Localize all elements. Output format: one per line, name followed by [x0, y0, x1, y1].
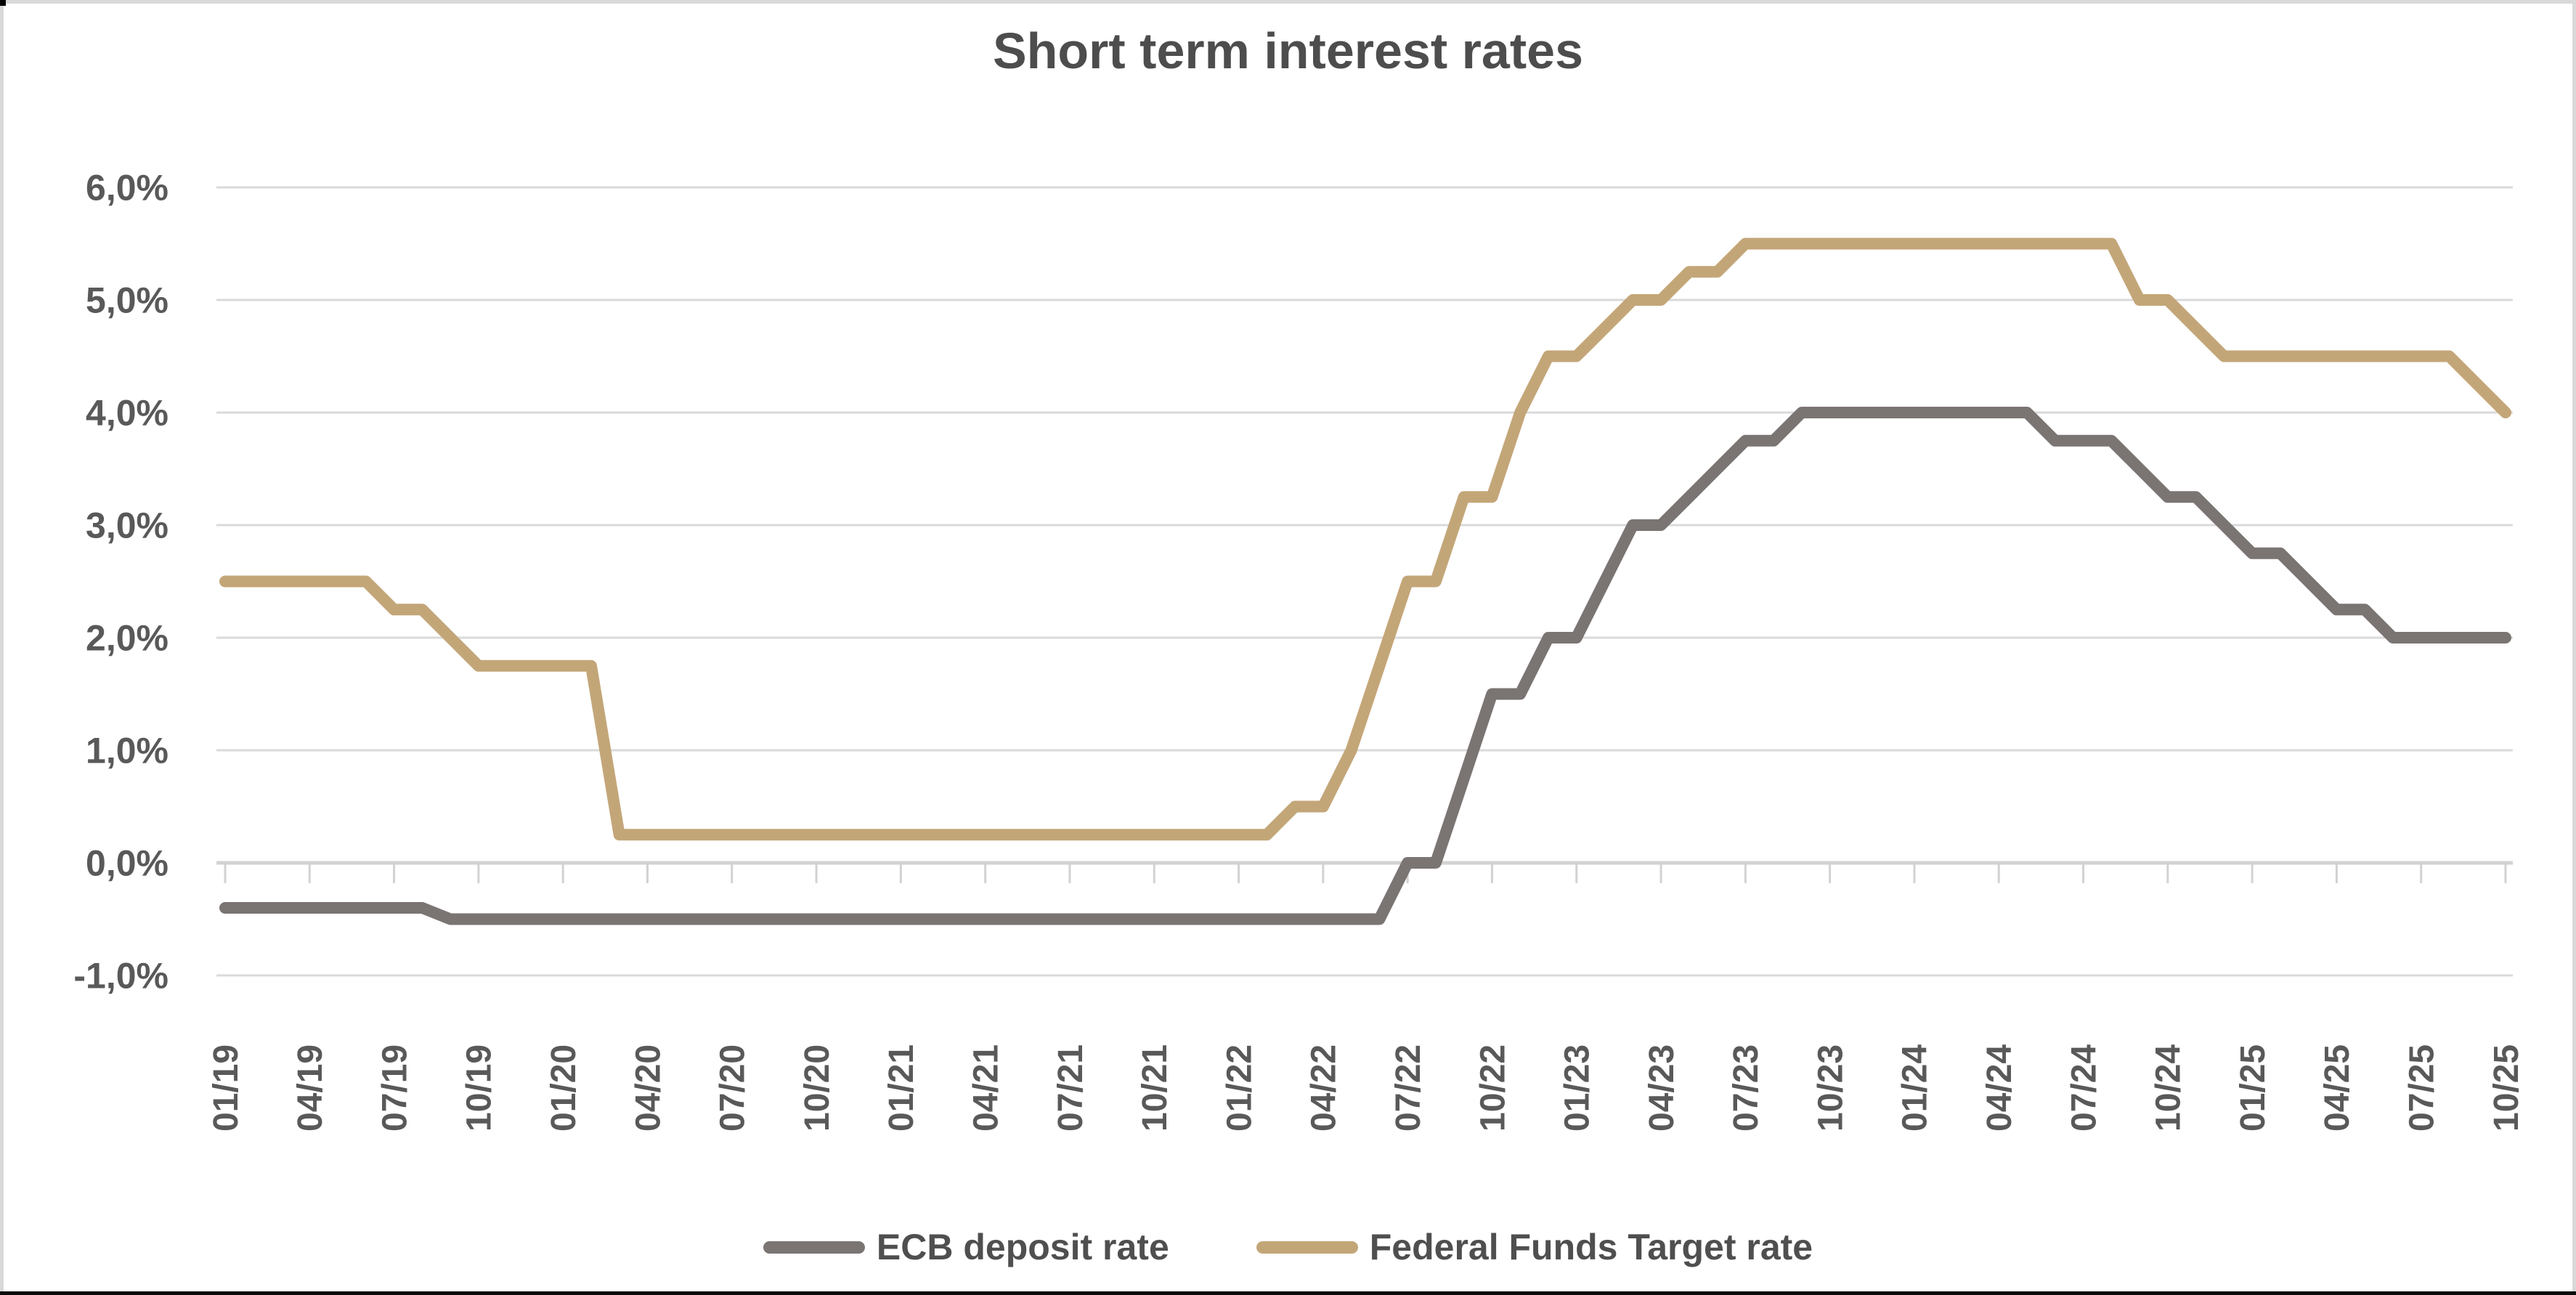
x-axis-label: 01/22 — [1220, 1044, 1259, 1132]
x-axis-label: 10/20 — [798, 1044, 837, 1132]
y-axis-label: 6,0% — [86, 168, 168, 208]
y-axis-label: 1,0% — [86, 731, 168, 771]
x-axis-label: 07/20 — [714, 1044, 752, 1132]
x-axis-label: 07/22 — [1389, 1044, 1428, 1132]
x-axis-label: 10/23 — [1811, 1044, 1850, 1132]
series-line-ecb — [219, 407, 2511, 925]
x-axis-label: 04/25 — [2318, 1044, 2357, 1132]
x-axis-label: 07/21 — [1052, 1044, 1090, 1132]
x-axis-label: 04/24 — [1980, 1044, 2019, 1132]
y-axis-label: 4,0% — [86, 393, 168, 434]
series-line-fed — [219, 238, 2511, 841]
x-axis-label: 07/19 — [375, 1044, 414, 1132]
x-axis-label: 10/24 — [2150, 1044, 2188, 1132]
legend-label-ecb: ECB deposit rate — [876, 1227, 1169, 1267]
screenshot-corner-artifact — [0, 0, 6, 6]
x-axis-label: 07/23 — [1727, 1044, 1766, 1132]
x-axis-label: 04/21 — [967, 1044, 1005, 1132]
x-axis-label: 10/25 — [2487, 1044, 2526, 1132]
x-axis-label: 01/20 — [545, 1044, 583, 1132]
x-axis-label: 10/21 — [1136, 1044, 1174, 1132]
y-axis-label: 5,0% — [86, 280, 168, 321]
x-axis-label: 01/21 — [882, 1044, 921, 1132]
y-axis-label: 3,0% — [86, 506, 168, 546]
legend-item-ecb: ECB deposit rate — [763, 1226, 1169, 1268]
x-axis-label: 04/20 — [629, 1044, 667, 1132]
y-axis-label: 2,0% — [86, 618, 168, 659]
x-axis-label: 10/19 — [460, 1044, 499, 1132]
x-axis-label: 01/25 — [2234, 1044, 2272, 1132]
x-axis-label: 07/24 — [2065, 1044, 2103, 1132]
x-axis-label: 10/22 — [1474, 1044, 1512, 1132]
legend-item-fed: Federal Funds Target rate — [1256, 1226, 1813, 1268]
chart-title: Short term interest rates — [992, 23, 1584, 79]
screenshot-bottom-edge — [0, 1291, 2576, 1295]
legend-label-fed: Federal Funds Target rate — [1369, 1227, 1813, 1267]
x-axis-label: 07/25 — [2403, 1044, 2442, 1132]
x-axis-label: 01/23 — [1559, 1044, 1597, 1132]
fed-line-swatch-icon — [1256, 1241, 1358, 1254]
x-axis-label: 04/22 — [1305, 1044, 1344, 1132]
legend: ECB deposit rate Federal Funds Target ra… — [0, 1226, 2576, 1268]
y-axis-label: -1,0% — [73, 956, 168, 996]
y-axis-label: 0,0% — [86, 843, 168, 884]
x-axis-label: 01/24 — [1896, 1044, 1935, 1132]
x-axis-label: 01/19 — [207, 1044, 245, 1132]
x-axis-label: 04/23 — [1643, 1044, 1681, 1132]
x-axis-label: 04/19 — [291, 1044, 330, 1132]
ecb-line-swatch-icon — [763, 1241, 865, 1254]
